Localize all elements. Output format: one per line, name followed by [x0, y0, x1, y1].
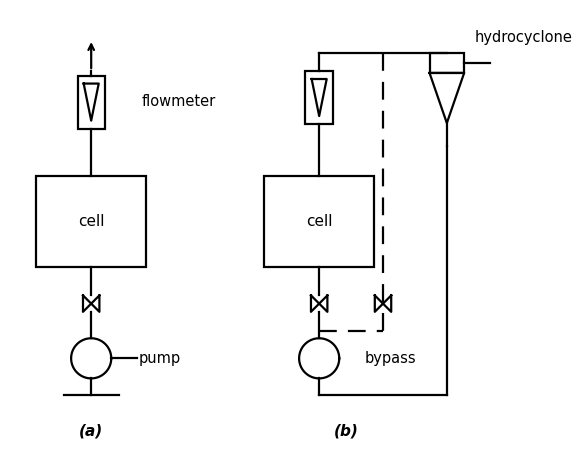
Bar	[306, 71, 333, 124]
Text: (b): (b)	[334, 424, 359, 439]
Text: flowmeter: flowmeter	[141, 94, 215, 109]
Text: bypass: bypass	[365, 351, 416, 366]
Text: hydrocyclone: hydrocyclone	[474, 30, 572, 45]
Bar	[36, 176, 146, 267]
Bar	[430, 53, 464, 73]
Bar	[78, 76, 105, 129]
Text: cell: cell	[78, 214, 104, 229]
Text: cell: cell	[306, 214, 332, 229]
Text: (a): (a)	[79, 424, 103, 439]
Text: pump: pump	[138, 351, 181, 366]
Bar	[265, 176, 374, 267]
